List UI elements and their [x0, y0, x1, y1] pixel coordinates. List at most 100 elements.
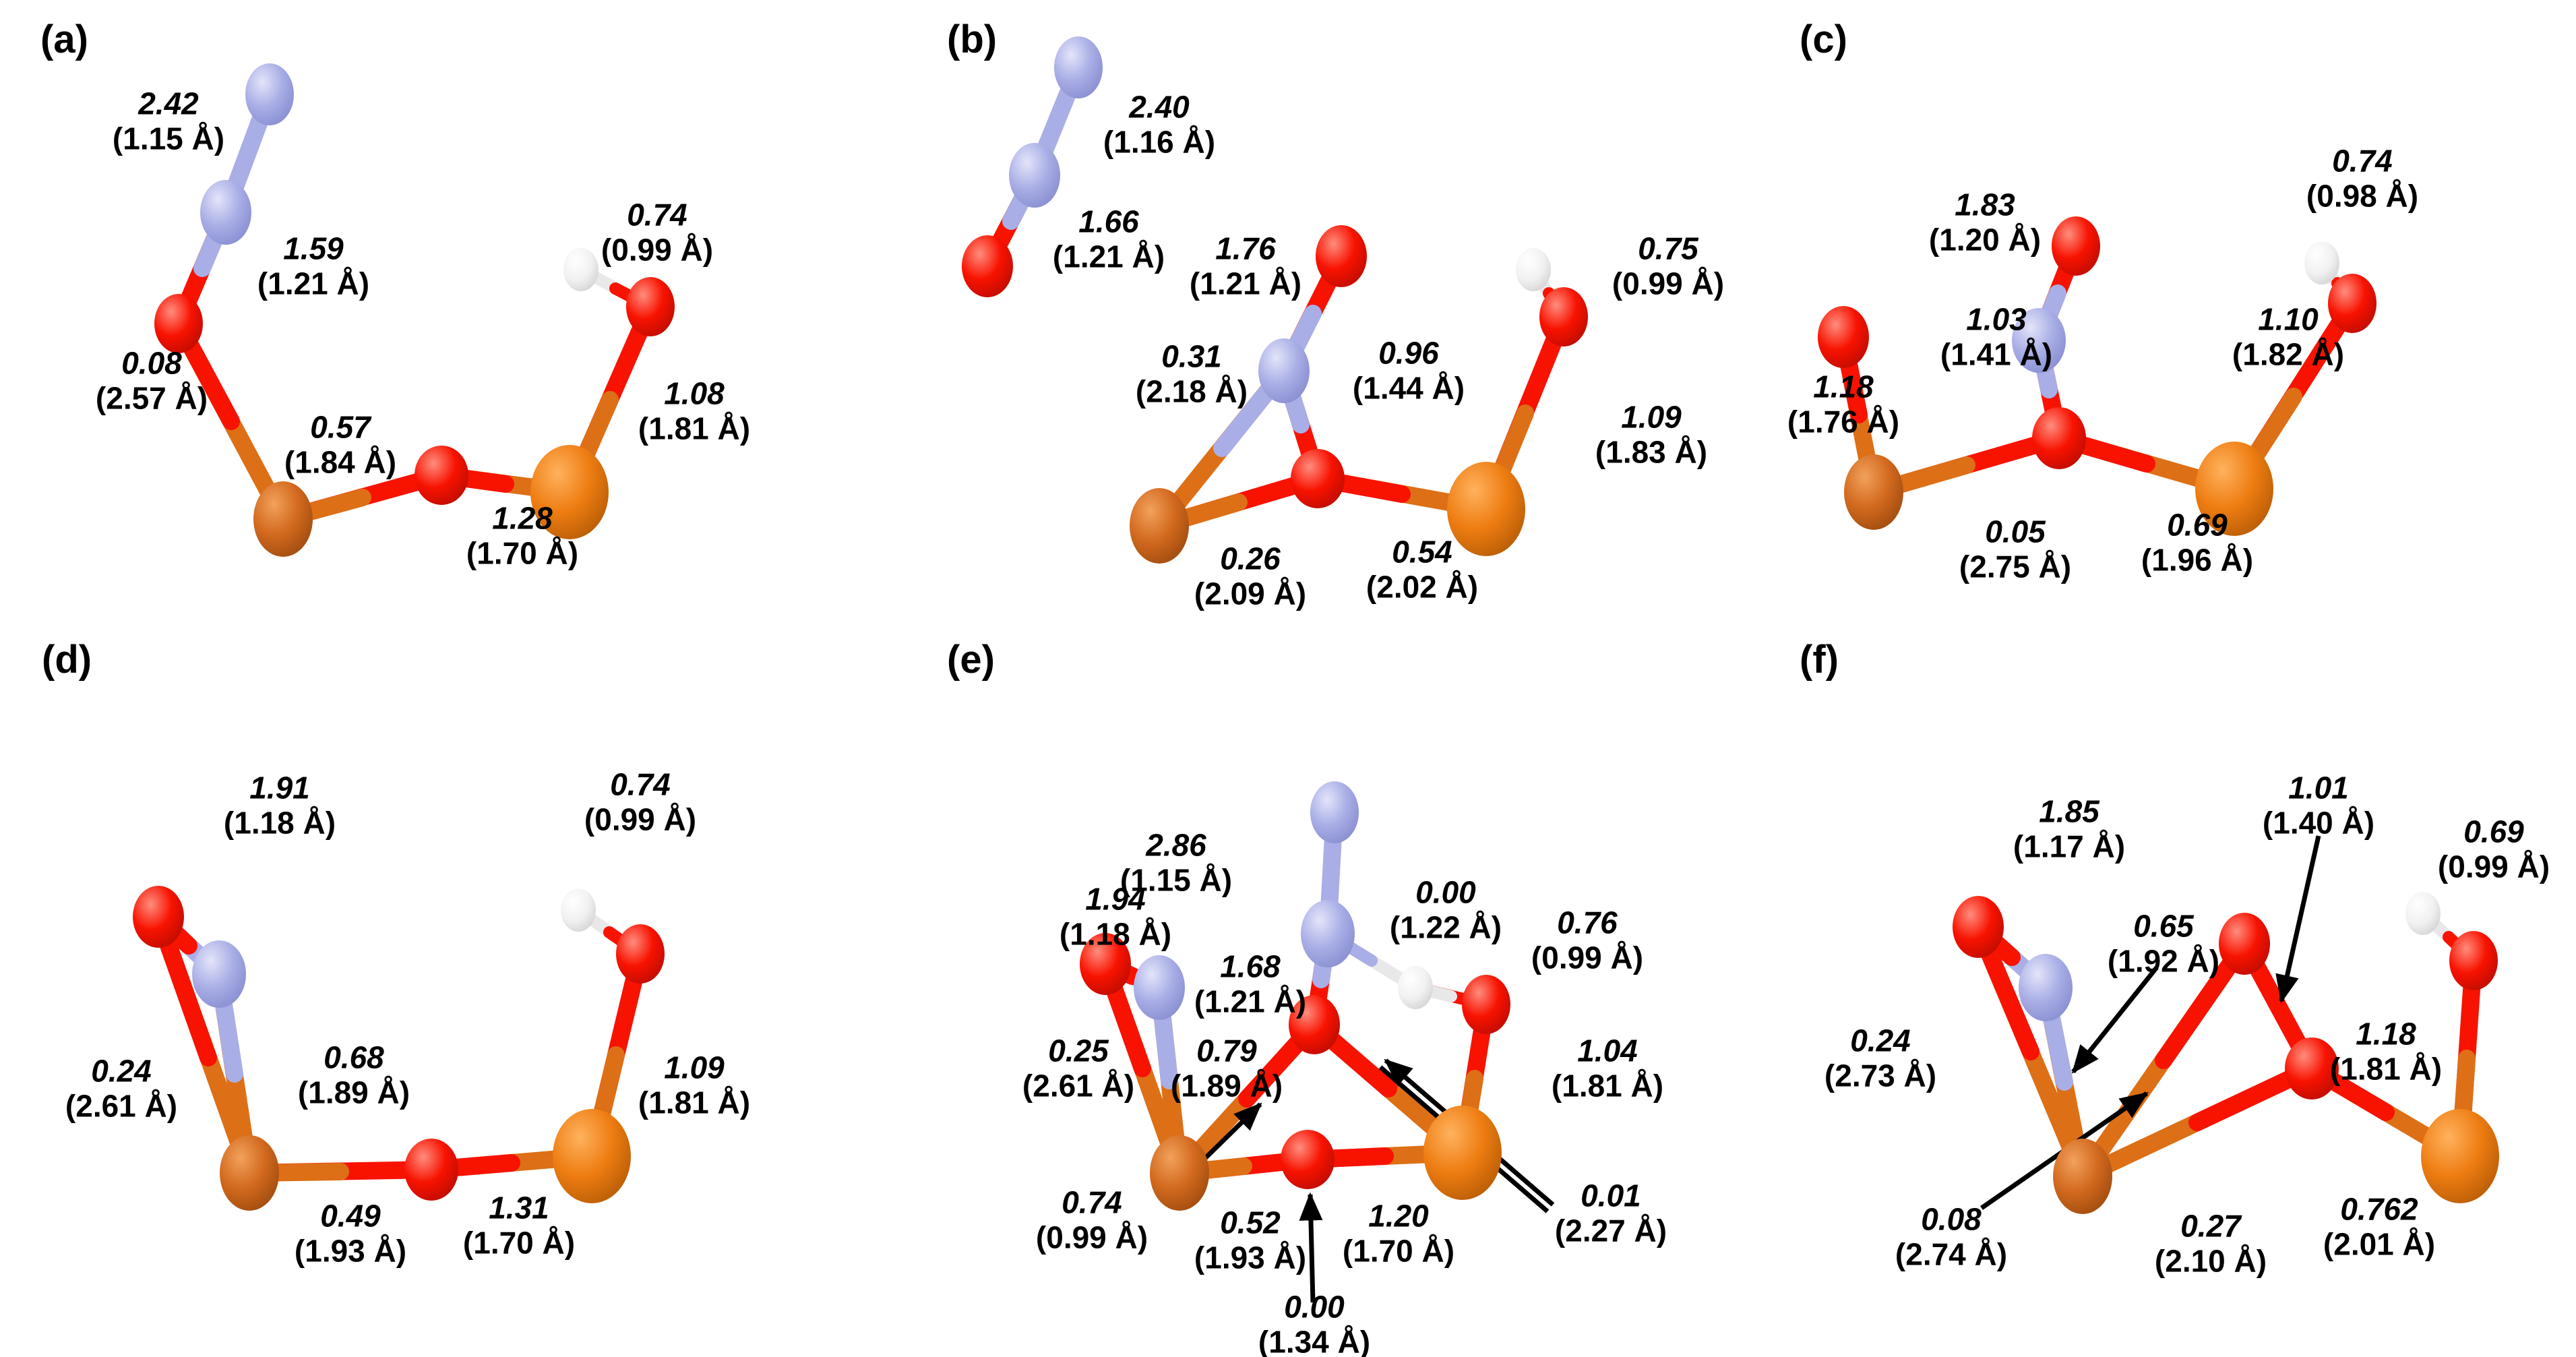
panel-a: (a) 2.42 (1.15 Å) 1.59 (1.21 Å) 0.74 (0.99 … — [0, 0, 876, 627]
panel-e: (e) 2.86 (1.15 Å) 0.00 (1.22 Å) 0.76 (0.99 … — [876, 627, 1779, 1357]
bond-label: 0.54 (2.02 Å) — [1366, 534, 1479, 604]
metal-atom-large — [530, 445, 609, 539]
atoms — [133, 886, 665, 1211]
metal-atom-small — [1844, 454, 1903, 530]
bond-label: 0.08 (2.74 Å) — [1895, 1201, 2008, 1271]
atoms — [1953, 892, 2499, 1214]
panel-b: (b) 2.40 (1.16 Å) 1.66 (1.21 Å) 1.76 (1.21 … — [876, 0, 1779, 627]
hydrogen-atom — [1398, 966, 1433, 1009]
bond-label: 2.42 (1.15 Å) — [112, 86, 225, 156]
atoms — [154, 63, 675, 557]
bond-label: 0.96 (1.44 Å) — [1352, 335, 1465, 405]
molecule-b — [962, 36, 1588, 564]
bond-label: 0.05 (2.75 Å) — [1959, 514, 2072, 584]
annotation-arrow — [2071, 965, 2159, 1074]
bond-label: 0.08 (2.57 Å) — [95, 345, 208, 415]
bond-label: 1.83 (1.20 Å) — [1928, 187, 2042, 257]
nitrogen-atom — [200, 180, 251, 245]
metal-atom-large — [1447, 462, 1525, 556]
bond-label: 1.28 (1.70 Å) — [466, 500, 579, 570]
nitrogen-atom — [1310, 781, 1359, 843]
oxygen-atom — [1953, 896, 2004, 958]
oxygen-atom — [2449, 931, 2498, 990]
bond-label: 1.59 (1.21 Å) — [257, 231, 370, 301]
oxygen-atom — [1539, 287, 1588, 346]
oxygen-atom — [1289, 995, 1340, 1054]
nitrogen-atom — [1258, 338, 1310, 403]
nitrogen-atom — [1054, 36, 1103, 98]
bond-label: 0.68 (1.89 Å) — [297, 1039, 410, 1110]
oxygen-atom — [962, 235, 1013, 297]
bond-label: 0.31 (2.18 Å) — [1135, 338, 1248, 409]
panel-tag: (b) — [947, 18, 998, 61]
oxygen-atom — [133, 886, 184, 948]
panel-tag: (d) — [42, 638, 92, 682]
bond-label: 0.76 (0.99 Å) — [1531, 905, 1644, 975]
bond-label: 1.18 (1.76 Å) — [1787, 369, 1900, 439]
metal-atom-small — [220, 1135, 279, 1211]
metal-atom-large — [553, 1109, 631, 1203]
bond-label: 1.94 (1.18 Å) — [1059, 881, 1172, 951]
nitrogen-atom — [1301, 900, 1355, 967]
metal-atom-large — [2421, 1109, 2499, 1203]
oxygen-atom — [1080, 933, 1131, 995]
bond-label: 0.00 (1.22 Å) — [1389, 874, 1502, 944]
oxygen-atom — [2328, 274, 2376, 333]
metal-atom-large — [1423, 1106, 1502, 1200]
bond-label: 0.74 (0.99 Å) — [584, 766, 697, 837]
metal-atom-small — [1130, 488, 1189, 564]
oxygen-atom — [1281, 1130, 1335, 1189]
bond-label: 0.79 (1.89 Å) — [1170, 1033, 1283, 1103]
bond-label: 0.25 (2.61 Å) — [1022, 1033, 1135, 1103]
bond-label: 1.85 (1.17 Å) — [2013, 793, 2126, 864]
bond-label: 1.03 (1.41 Å) — [1940, 301, 2053, 371]
oxygen-atom — [2285, 1037, 2339, 1099]
metal-atom-small — [253, 481, 313, 557]
molecule-c — [1818, 216, 2376, 536]
panel-f: (f) 1.85 (1.17 Å) 1.01 (1.40 Å) 0.69 (0.99 … — [1779, 627, 2576, 1357]
hydrogen-atom — [563, 248, 599, 291]
bond-label: 0.75 (0.99 Å) — [1612, 231, 1725, 301]
metal-atom-small — [2053, 1139, 2112, 1214]
annotation-arrow — [2275, 835, 2321, 1004]
hydrogen-atom — [561, 888, 596, 932]
bond-label: 2.86 (1.15 Å) — [1120, 827, 1233, 897]
bond-label: 0.26 (2.09 Å) — [1194, 541, 1307, 611]
atoms — [1818, 216, 2376, 536]
oxygen-atom — [616, 924, 665, 984]
panel-c: (c) 1.83 (1.20 Å) 0.74 (0.98 Å) 1.03 (1.41 … — [1779, 0, 2576, 627]
bond-label: 1.08 (1.81 Å) — [638, 375, 751, 446]
bond-label: 0.65 (1.92 Å) — [2107, 908, 2220, 978]
molecule-e — [1080, 781, 1555, 1303]
bond-label: 0.74 (0.99 Å) — [1035, 1184, 1148, 1255]
nitrogen-atom — [2019, 954, 2073, 1021]
bond-label: 1.68 (1.21 Å) — [1194, 948, 1307, 1019]
bond-label: 2.40 (1.16 Å) — [1103, 89, 1216, 159]
oxygen-atom — [2219, 913, 2270, 975]
molecule-a — [154, 63, 675, 557]
oxygen-atom — [1291, 449, 1345, 508]
hydrogen-atom — [2304, 241, 2339, 284]
bond-label: 0.00 (1.34 Å) — [1258, 1289, 1371, 1357]
bond-label: 0.57 (1.84 Å) — [284, 409, 397, 479]
panel-tag: (a) — [40, 18, 88, 61]
bond-label: 1.76 (1.21 Å) — [1189, 231, 1302, 301]
hydrogen-atom — [2405, 892, 2441, 935]
oxygen-atom — [1462, 975, 1510, 1034]
bond-label: 1.91 (1.18 Å) — [223, 770, 336, 840]
nitrogen-atom — [2012, 308, 2066, 373]
oxygen-atom — [1818, 306, 1869, 368]
bond-label: 0.69 (0.99 Å) — [2437, 814, 2550, 884]
annotation-arrow — [1299, 1192, 1323, 1303]
oxygen-atom — [154, 294, 203, 353]
bond-label: 1.31 (1.70 Å) — [462, 1190, 576, 1260]
metal-atom-small — [1150, 1135, 1209, 1211]
molecule-d — [133, 886, 665, 1211]
atoms — [962, 36, 1588, 564]
bond-label: 1.10 (1.82 Å) — [2232, 301, 2345, 371]
bond-label: 0.74 (0.98 Å) — [2306, 143, 2419, 213]
nitrogen-atom — [192, 940, 246, 1008]
bond-label: 1.18 (1.81 Å) — [2329, 1016, 2443, 1086]
bond-label: 1.20 (1.70 Å) — [1342, 1198, 1455, 1268]
